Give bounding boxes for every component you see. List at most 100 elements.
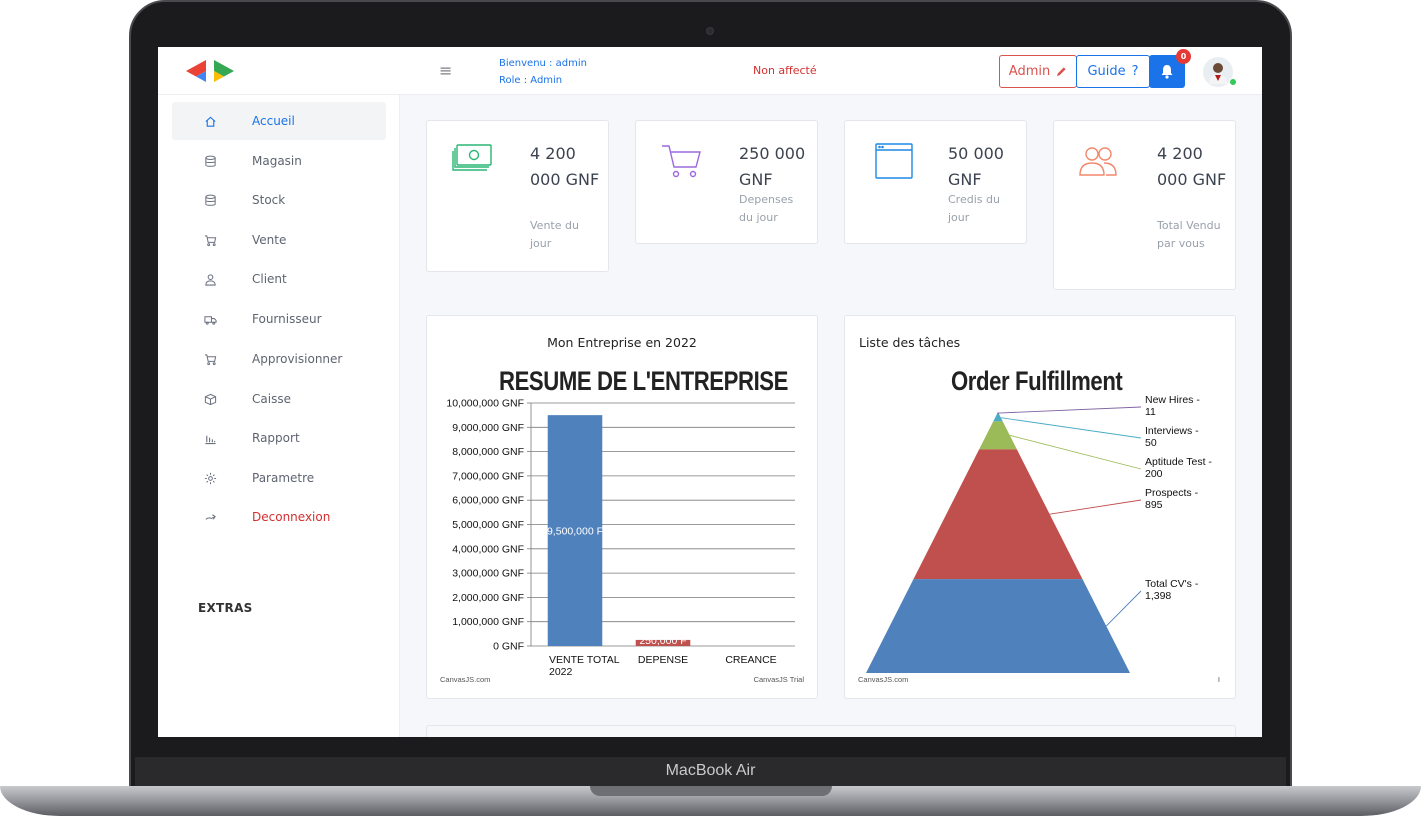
guide-button[interactable]: Guide ? xyxy=(1076,55,1150,88)
y-tick-label: 0 GNF xyxy=(493,641,524,653)
sidebar-item-caisse[interactable]: Caisse xyxy=(172,380,386,418)
stat-value: 4 200 000 GNF xyxy=(1157,144,1227,189)
sidebar-item-approvisionner[interactable]: Approvisionner xyxy=(172,340,386,378)
pyramid-label: New Hires -11 xyxy=(1145,394,1200,418)
bar-data-label: 250,000 F xyxy=(639,635,686,647)
sidebar-item-label: Vente xyxy=(252,233,287,247)
top-bar: ≡ Bienvenu : admin Role : Admin Non affe… xyxy=(158,47,1262,95)
gear-icon xyxy=(202,470,218,486)
users-icon xyxy=(1079,147,1117,176)
welcome-text: Bienvenu : admin xyxy=(499,58,587,69)
user-avatar-icon xyxy=(1209,63,1227,84)
sidebar-item-parametre[interactable]: Parametre xyxy=(172,459,386,497)
sidebar-item-label: Stock xyxy=(252,193,286,207)
sidebar-item-label: Parametre xyxy=(252,471,315,485)
stat-card-ventes: 4 200 000 GNF Vente du jour xyxy=(426,120,609,272)
pyramid-leader-line xyxy=(1009,434,1142,470)
pyramid-leader-line xyxy=(1105,590,1142,627)
y-tick-label: 4,000,000 GNF xyxy=(452,543,524,555)
menu-toggle-icon[interactable]: ≡ xyxy=(439,61,453,80)
sidebar-item-fournisseur[interactable]: Fournisseur xyxy=(172,300,386,338)
chart-title: RESUME DE L'ENTREPRISE xyxy=(499,366,789,396)
sidebar-item-accueil[interactable]: Accueil xyxy=(172,102,386,140)
sidebar-item-label: Fournisseur xyxy=(252,312,322,326)
cart-icon xyxy=(202,351,218,367)
database-icon xyxy=(202,192,218,208)
pyramid-label: Total CV's -1,398 xyxy=(1145,578,1199,602)
pencil-icon xyxy=(1057,67,1066,77)
y-tick-label: 7,000,000 GNF xyxy=(452,470,524,482)
chart-credit-trial: I xyxy=(1217,675,1220,684)
laptop-notch xyxy=(590,786,832,796)
x-tick-label: CREANCE xyxy=(725,654,776,666)
money-icon xyxy=(452,144,492,171)
sidebar-item-vente[interactable]: Vente xyxy=(172,221,386,259)
admin-button[interactable]: Admin xyxy=(999,55,1077,88)
stat-value: 4 200 000 GNF xyxy=(530,144,600,189)
admin-button-label: Admin xyxy=(1008,64,1051,79)
assignment-status: Non affecté xyxy=(753,64,817,77)
sidebar-item-label: Caisse xyxy=(252,392,291,406)
stat-card-total: 4 200 000 GNF Total Vendu par vous xyxy=(1053,120,1236,290)
stat-value: 50 000 GNF xyxy=(948,144,1004,189)
stat-label: Credis du jour xyxy=(948,193,1000,224)
question-icon: ? xyxy=(1131,64,1139,79)
bell-icon xyxy=(1161,65,1173,79)
panel-title: Liste des tâches xyxy=(859,335,961,350)
pyramid-label: Aptitude Test -200 xyxy=(1145,456,1212,480)
user-welcome: Bienvenu : admin Role : Admin xyxy=(499,55,587,89)
dashboard-content: 4 200 000 GNF Vente du jour 250 000 GNF … xyxy=(400,95,1262,737)
chart-title: Order Fulfillment xyxy=(951,366,1123,396)
app-logo-icon xyxy=(186,60,234,82)
online-status-dot xyxy=(1229,78,1237,86)
bar xyxy=(635,639,691,646)
notification-count-badge: 0 xyxy=(1176,49,1191,64)
y-tick-label: 10,000,000 GNF xyxy=(446,398,524,410)
stat-label: Depenses du jour xyxy=(739,193,794,224)
x-tick-label: VENTE TOTAL 2022 xyxy=(549,654,620,678)
chart-credit: CanvasJS.com xyxy=(440,675,491,684)
role-text: Role : Admin xyxy=(499,75,563,86)
stat-card-credits: 50 000 GNF Credis du jour xyxy=(844,120,1027,244)
avatar[interactable] xyxy=(1203,57,1233,87)
pyramid-chart: New Hires -11 Interviews -50 Aptitude Test… xyxy=(866,394,1212,673)
guide-button-label: Guide xyxy=(1087,64,1126,79)
x-tick-label: DEPENSE xyxy=(638,654,688,666)
pyramid-leader-line xyxy=(1000,417,1142,439)
y-tick-label: 1,000,000 GNF xyxy=(452,616,524,628)
bar-chart-icon xyxy=(202,430,218,446)
sidebar-item-label: Accueil xyxy=(252,114,295,128)
sidebar-item-label: Approvisionner xyxy=(252,352,343,366)
sidebar-item-client[interactable]: Client xyxy=(172,260,386,298)
pyramid-label: Interviews -50 xyxy=(1145,425,1199,449)
stat-label: Total Vendu par vous xyxy=(1157,219,1221,250)
box-icon xyxy=(202,391,218,407)
truck-icon xyxy=(202,311,218,327)
pyramid-segment xyxy=(913,449,1083,580)
laptop-chin xyxy=(135,757,1286,787)
company-summary-panel: Mon Entreprise en 2022 RESUME DE L'ENTRE… xyxy=(426,315,818,699)
user-icon xyxy=(202,271,218,287)
sidebar-item-rapport[interactable]: Rapport xyxy=(172,419,386,457)
bar-data-label: 9,500,000 F xyxy=(547,526,603,538)
sidebar-item-deconnexion[interactable]: Deconnexion xyxy=(172,498,386,536)
sidebar-item-stock[interactable]: Stock xyxy=(172,181,386,219)
y-tick-label: 2,000,000 GNF xyxy=(452,592,524,604)
sidebar-item-label: Client xyxy=(252,272,287,286)
pyramid-segment xyxy=(866,579,1130,673)
sidebar-item-label: Magasin xyxy=(252,154,302,168)
sidebar-item-magasin[interactable]: Magasin xyxy=(172,142,386,180)
chart-credit-trial: CanvasJS Trial xyxy=(753,675,804,684)
y-tick-label: 5,000,000 GNF xyxy=(452,519,524,531)
home-icon xyxy=(202,113,218,129)
cart-icon xyxy=(662,145,701,178)
sidebar: Accueil Magasin Stock Vente Client Fourn… xyxy=(158,95,400,737)
database-icon xyxy=(202,153,218,169)
sidebar-item-label: Rapport xyxy=(252,431,300,445)
app-screen: ≡ Bienvenu : admin Role : Admin Non affe… xyxy=(158,47,1262,737)
sidebar-item-label: Deconnexion xyxy=(252,510,331,524)
pyramid-leader-line xyxy=(998,406,1142,414)
y-tick-label: 9,000,000 GNF xyxy=(452,422,524,434)
camera-icon xyxy=(706,27,714,35)
